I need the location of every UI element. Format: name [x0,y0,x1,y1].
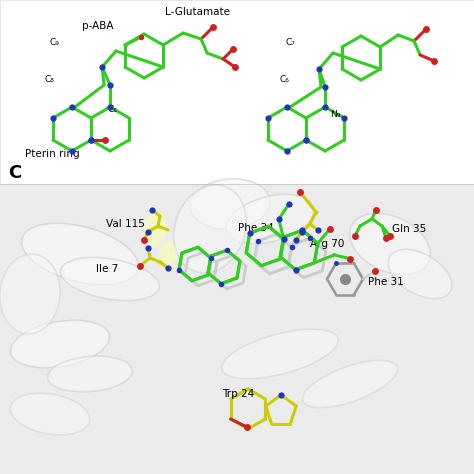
Text: C₈: C₈ [45,74,55,83]
Text: Gln 35: Gln 35 [392,224,426,234]
Ellipse shape [302,360,397,408]
Ellipse shape [10,320,109,368]
Ellipse shape [61,257,159,301]
Text: Phe 34: Phe 34 [238,223,274,233]
Text: C₆: C₆ [280,74,290,83]
Ellipse shape [222,329,338,379]
Ellipse shape [388,249,452,299]
Ellipse shape [47,356,132,392]
Ellipse shape [22,223,138,285]
Text: C₉: C₉ [50,37,60,46]
Ellipse shape [144,211,166,246]
Text: Pterin ring: Pterin ring [25,149,80,159]
Text: C₆: C₆ [108,104,118,113]
Ellipse shape [190,179,270,229]
Ellipse shape [10,393,90,435]
Text: p-ABA: p-ABA [82,21,113,31]
FancyBboxPatch shape [0,0,474,184]
Text: Arg 70: Arg 70 [310,239,345,249]
Ellipse shape [0,254,60,334]
Text: C₇: C₇ [286,37,296,46]
Text: C: C [8,164,21,182]
Text: N₉: N₉ [330,109,340,118]
Ellipse shape [159,241,177,266]
Text: Phe 31: Phe 31 [368,277,404,287]
Ellipse shape [173,185,246,273]
Ellipse shape [226,194,314,244]
FancyBboxPatch shape [0,184,474,474]
Text: L-Glutamate: L-Glutamate [165,7,230,17]
Text: Val 115: Val 115 [106,219,145,229]
Ellipse shape [350,213,430,275]
Text: Ile 7: Ile 7 [96,264,118,274]
Text: Trp 24: Trp 24 [222,389,254,399]
